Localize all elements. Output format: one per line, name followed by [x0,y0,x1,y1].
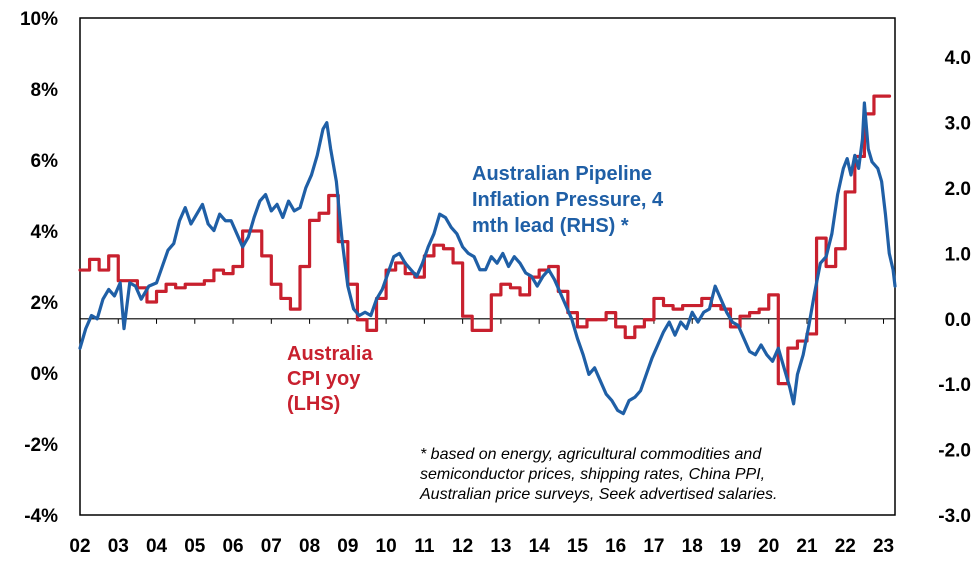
x-tick-label: 22 [835,536,856,557]
footnote-line: semiconductor prices, shipping rates, Ch… [420,466,765,483]
x-tick-label: 09 [337,536,358,557]
left-axis-tick-label: 2% [31,293,59,314]
x-tick-label: 16 [605,536,626,557]
x-tick-label: 02 [69,536,90,557]
right-axis-tick-label: 2.0 [945,179,971,200]
left-axis-tick-label: -2% [24,435,58,456]
x-tick-label: 14 [529,536,551,557]
right-axis-tick-label: -1.0 [938,375,971,396]
x-tick-label: 06 [222,536,243,557]
chart-footnote: * based on energy, agricultural commodit… [419,446,778,503]
x-axis-labels: 02 03 04 05 06 07 08 09 10 11 12 13 14 15 16 17 18 19 20 21… [69,536,894,557]
x-tick-label: 04 [146,536,168,557]
x-tick-label: 08 [299,536,320,557]
left-axis-tick-label: 8% [31,80,59,101]
x-tick-label: 10 [376,536,397,557]
series-label-pipeline: Australian Pipeline Inflation Pressure, … [472,163,669,237]
right-axis-tick-label: 4.0 [945,48,971,69]
left-axis-tick-label: 6% [31,151,59,172]
left-axis-tick-label: 0% [31,364,59,385]
series-label-cpi-line: Australia [287,343,373,365]
right-axis-labels: -3.0 -2.0 -1.0 0.0 1.0 2.0 3.0 4.0 [938,48,971,527]
x-tick-label: 21 [796,536,818,557]
x-tick-label: 07 [261,536,282,557]
x-tick-label: 11 [414,536,435,557]
x-tick-label: 13 [490,536,511,557]
series-label-cpi-line: (LHS) [287,393,340,415]
x-tick-label: 18 [682,536,703,557]
right-axis-tick-label: -3.0 [938,506,971,527]
x-tick-label: 15 [567,536,589,557]
series-label-cpi: Australia CPI yoy (LHS) [287,343,378,415]
left-axis-tick-label: 4% [31,222,59,243]
x-tick-label: 12 [452,536,473,557]
left-axis-tick-label: -4% [24,506,58,527]
right-axis-tick-label: 1.0 [945,244,971,265]
x-tick-label: 17 [643,536,664,557]
x-tick-label: 03 [108,536,129,557]
x-tick-label: 23 [873,536,894,557]
x-tick-label: 05 [184,536,206,557]
right-axis-tick-label: 3.0 [945,114,971,135]
x-tick-label: 20 [758,536,779,557]
series-layer [78,94,897,416]
footnote-line: * based on energy, agricultural commodit… [420,446,762,463]
footnote-line: Australian price surveys, Seek advertise… [419,486,778,503]
series-label-cpi-line: CPI yoy [287,368,361,390]
series-line-cpi [78,94,892,386]
series-line-pipeline [78,101,897,416]
right-axis-tick-label: 0.0 [945,310,971,331]
left-axis-labels: -4% -2% 0% 2% 4% 6% 8% 10% [20,9,58,527]
x-tick-label: 19 [720,536,741,557]
right-axis-tick-label: -2.0 [938,441,971,462]
series-label-pipeline-line: Australian Pipeline [472,163,652,185]
left-axis-tick-label: 10% [20,9,58,30]
series-label-pipeline-line: Inflation Pressure, 4 [472,189,664,211]
series-label-pipeline-line: mth lead (RHS) * [472,215,629,237]
